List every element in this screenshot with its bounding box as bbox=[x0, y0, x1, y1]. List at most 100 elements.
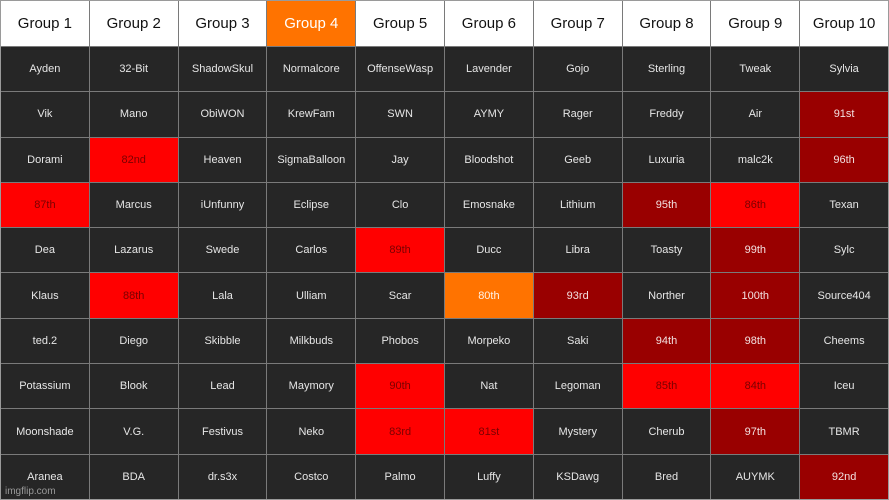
table-cell: malc2k bbox=[711, 137, 800, 182]
table-cell: 86th bbox=[711, 182, 800, 228]
table-cell: Lala bbox=[178, 273, 267, 318]
table-cell: Jay bbox=[356, 137, 444, 182]
table-cell: 95th bbox=[622, 182, 711, 228]
table-cell: Diego bbox=[89, 318, 178, 364]
table-cell: Sterling bbox=[622, 47, 711, 92]
table-cell: Eclipse bbox=[267, 182, 356, 228]
table-cell: Freddy bbox=[622, 92, 711, 137]
table-cell: Bloodshot bbox=[445, 137, 533, 182]
table-cell: Ulliam bbox=[267, 273, 356, 318]
table-cell: dr.s3x bbox=[178, 454, 267, 499]
table-cell: KrewFam bbox=[267, 92, 356, 137]
column-header-group-3: Group 3 bbox=[178, 1, 267, 46]
table-cell: 90th bbox=[356, 364, 444, 409]
table-cell: ShadowSkul bbox=[178, 47, 267, 92]
table-cell: Geeb bbox=[533, 137, 622, 182]
table-cell: 80th bbox=[445, 273, 533, 318]
table-cell: Legoman bbox=[533, 364, 622, 409]
table-cell: Sylc bbox=[800, 228, 888, 273]
table-cell: Source404 bbox=[800, 273, 888, 318]
table-cell: 96th bbox=[800, 137, 888, 182]
table-cell: Scar bbox=[356, 273, 444, 318]
table-cell: Rager bbox=[533, 92, 622, 137]
table-cell: Lead bbox=[178, 364, 267, 409]
table-cell: 91st bbox=[800, 92, 888, 137]
table-cell: Milkbuds bbox=[267, 318, 356, 364]
table-cell: Texan bbox=[800, 182, 888, 228]
column-header-group-4: Group 4 bbox=[267, 1, 356, 46]
table-cell: TBMR bbox=[800, 409, 888, 454]
column-header-group-9: Group 9 bbox=[711, 1, 800, 46]
table-cell: Sylvia bbox=[800, 47, 888, 92]
column-header-group-1: Group 1 bbox=[1, 1, 89, 46]
table-cell: Carlos bbox=[267, 228, 356, 273]
column-header-group-7: Group 7 bbox=[533, 1, 622, 46]
table-cell: Normalcore bbox=[267, 47, 356, 92]
table-cell: Toasty bbox=[622, 228, 711, 273]
table-cell: Heaven bbox=[178, 137, 267, 182]
column-header-group-8: Group 8 bbox=[622, 1, 711, 46]
table-cell: BDA bbox=[89, 454, 178, 499]
table-cell: Luxuria bbox=[622, 137, 711, 182]
table-cell: SigmaBalloon bbox=[267, 137, 356, 182]
table-cell: 87th bbox=[1, 182, 89, 228]
table-cell: Dea bbox=[1, 228, 89, 273]
table-cell: Morpeko bbox=[445, 318, 533, 364]
table-cell: Emosnake bbox=[445, 182, 533, 228]
table-cell: Mano bbox=[89, 92, 178, 137]
table-cell: Clo bbox=[356, 182, 444, 228]
table-cell: Skibble bbox=[178, 318, 267, 364]
table-cell: Gojo bbox=[533, 47, 622, 92]
table-cell: Lithium bbox=[533, 182, 622, 228]
table-cell: Potassium bbox=[1, 364, 89, 409]
table-cell: Neko bbox=[267, 409, 356, 454]
table-cell: Cheems bbox=[800, 318, 888, 364]
table-cell: Aranea bbox=[1, 454, 89, 499]
column-header-group-10: Group 10 bbox=[800, 1, 888, 46]
table-cell: V.G. bbox=[89, 409, 178, 454]
table-cell: 98th bbox=[711, 318, 800, 364]
table-cell: 92nd bbox=[800, 454, 888, 499]
table-cell: 100th bbox=[711, 273, 800, 318]
table-cell: Lavender bbox=[445, 47, 533, 92]
table-cell: 94th bbox=[622, 318, 711, 364]
table-cell: 81st bbox=[445, 409, 533, 454]
table-cell: 88th bbox=[89, 273, 178, 318]
table-cell: Bred bbox=[622, 454, 711, 499]
table-cell: AYMY bbox=[445, 92, 533, 137]
table-cell: 99th bbox=[711, 228, 800, 273]
table-cell: Lazarus bbox=[89, 228, 178, 273]
table-cell: Dorami bbox=[1, 137, 89, 182]
table-cell: Swede bbox=[178, 228, 267, 273]
table-cell: 84th bbox=[711, 364, 800, 409]
column-header-group-2: Group 2 bbox=[89, 1, 178, 46]
table-cell: 32-Bit bbox=[89, 47, 178, 92]
table-cell: 97th bbox=[711, 409, 800, 454]
table-cell: Norther bbox=[622, 273, 711, 318]
table-cell: OffenseWasp bbox=[356, 47, 444, 92]
table-cell: 85th bbox=[622, 364, 711, 409]
table-cell: Marcus bbox=[89, 182, 178, 228]
table-cell: Saki bbox=[533, 318, 622, 364]
table-cell: Tweak bbox=[711, 47, 800, 92]
table-cell: Nat bbox=[445, 364, 533, 409]
table-cell: Air bbox=[711, 92, 800, 137]
table-cell: Ayden bbox=[1, 47, 89, 92]
watermark: imgflip.com bbox=[5, 486, 56, 497]
table-cell: Luffy bbox=[445, 454, 533, 499]
table-cell: Blook bbox=[89, 364, 178, 409]
column-header-group-6: Group 6 bbox=[445, 1, 533, 46]
table-cell: Palmo bbox=[356, 454, 444, 499]
table-cell: 82nd bbox=[89, 137, 178, 182]
table-cell: Klaus bbox=[1, 273, 89, 318]
table-cell: Cherub bbox=[622, 409, 711, 454]
table-cell: Libra bbox=[533, 228, 622, 273]
table-cell: 89th bbox=[356, 228, 444, 273]
table-cell: Costco bbox=[267, 454, 356, 499]
table-cell: iUnfunny bbox=[178, 182, 267, 228]
table-cell: 93rd bbox=[533, 273, 622, 318]
table-cell: KSDawg bbox=[533, 454, 622, 499]
table-cell: 83rd bbox=[356, 409, 444, 454]
table-cell: Mystery bbox=[533, 409, 622, 454]
